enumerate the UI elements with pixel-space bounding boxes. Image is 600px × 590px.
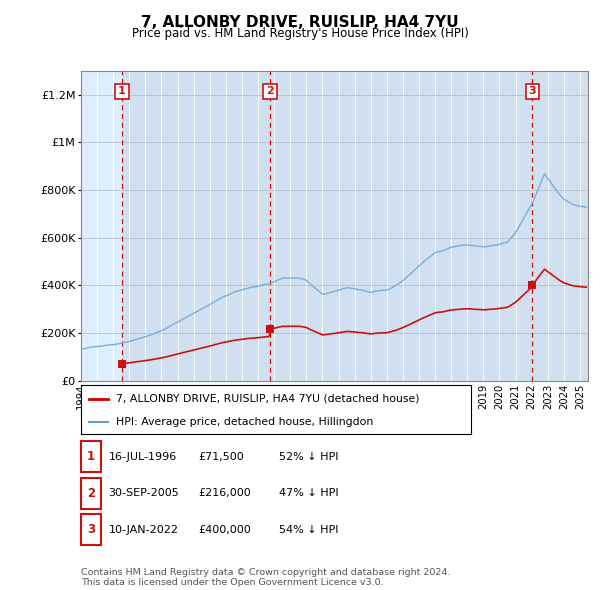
Text: Contains HM Land Registry data © Crown copyright and database right 2024.
This d: Contains HM Land Registry data © Crown c… [81,568,451,587]
Text: 2: 2 [87,487,95,500]
Bar [81,71,122,381]
Text: 47% ↓ HPI: 47% ↓ HPI [279,489,338,498]
Text: 54% ↓ HPI: 54% ↓ HPI [279,525,338,535]
Text: £400,000: £400,000 [198,525,251,535]
Text: 52% ↓ HPI: 52% ↓ HPI [279,452,338,461]
Text: Price paid vs. HM Land Registry's House Price Index (HPI): Price paid vs. HM Land Registry's House … [131,27,469,40]
Text: 7, ALLONBY DRIVE, RUISLIP, HA4 7YU: 7, ALLONBY DRIVE, RUISLIP, HA4 7YU [141,15,459,30]
Text: £71,500: £71,500 [198,452,244,461]
Text: 30-SEP-2005: 30-SEP-2005 [109,489,179,498]
Text: 16-JUL-1996: 16-JUL-1996 [109,452,177,461]
Text: £216,000: £216,000 [198,489,251,498]
Text: 10-JAN-2022: 10-JAN-2022 [109,525,179,535]
Text: HPI: Average price, detached house, Hillingdon: HPI: Average price, detached house, Hill… [116,417,373,427]
Text: 1: 1 [118,86,126,96]
Text: 3: 3 [528,86,536,96]
Text: 1: 1 [87,450,95,463]
Text: 3: 3 [87,523,95,536]
Text: 7, ALLONBY DRIVE, RUISLIP, HA4 7YU (detached house): 7, ALLONBY DRIVE, RUISLIP, HA4 7YU (deta… [116,394,419,404]
Text: 2: 2 [266,86,274,96]
